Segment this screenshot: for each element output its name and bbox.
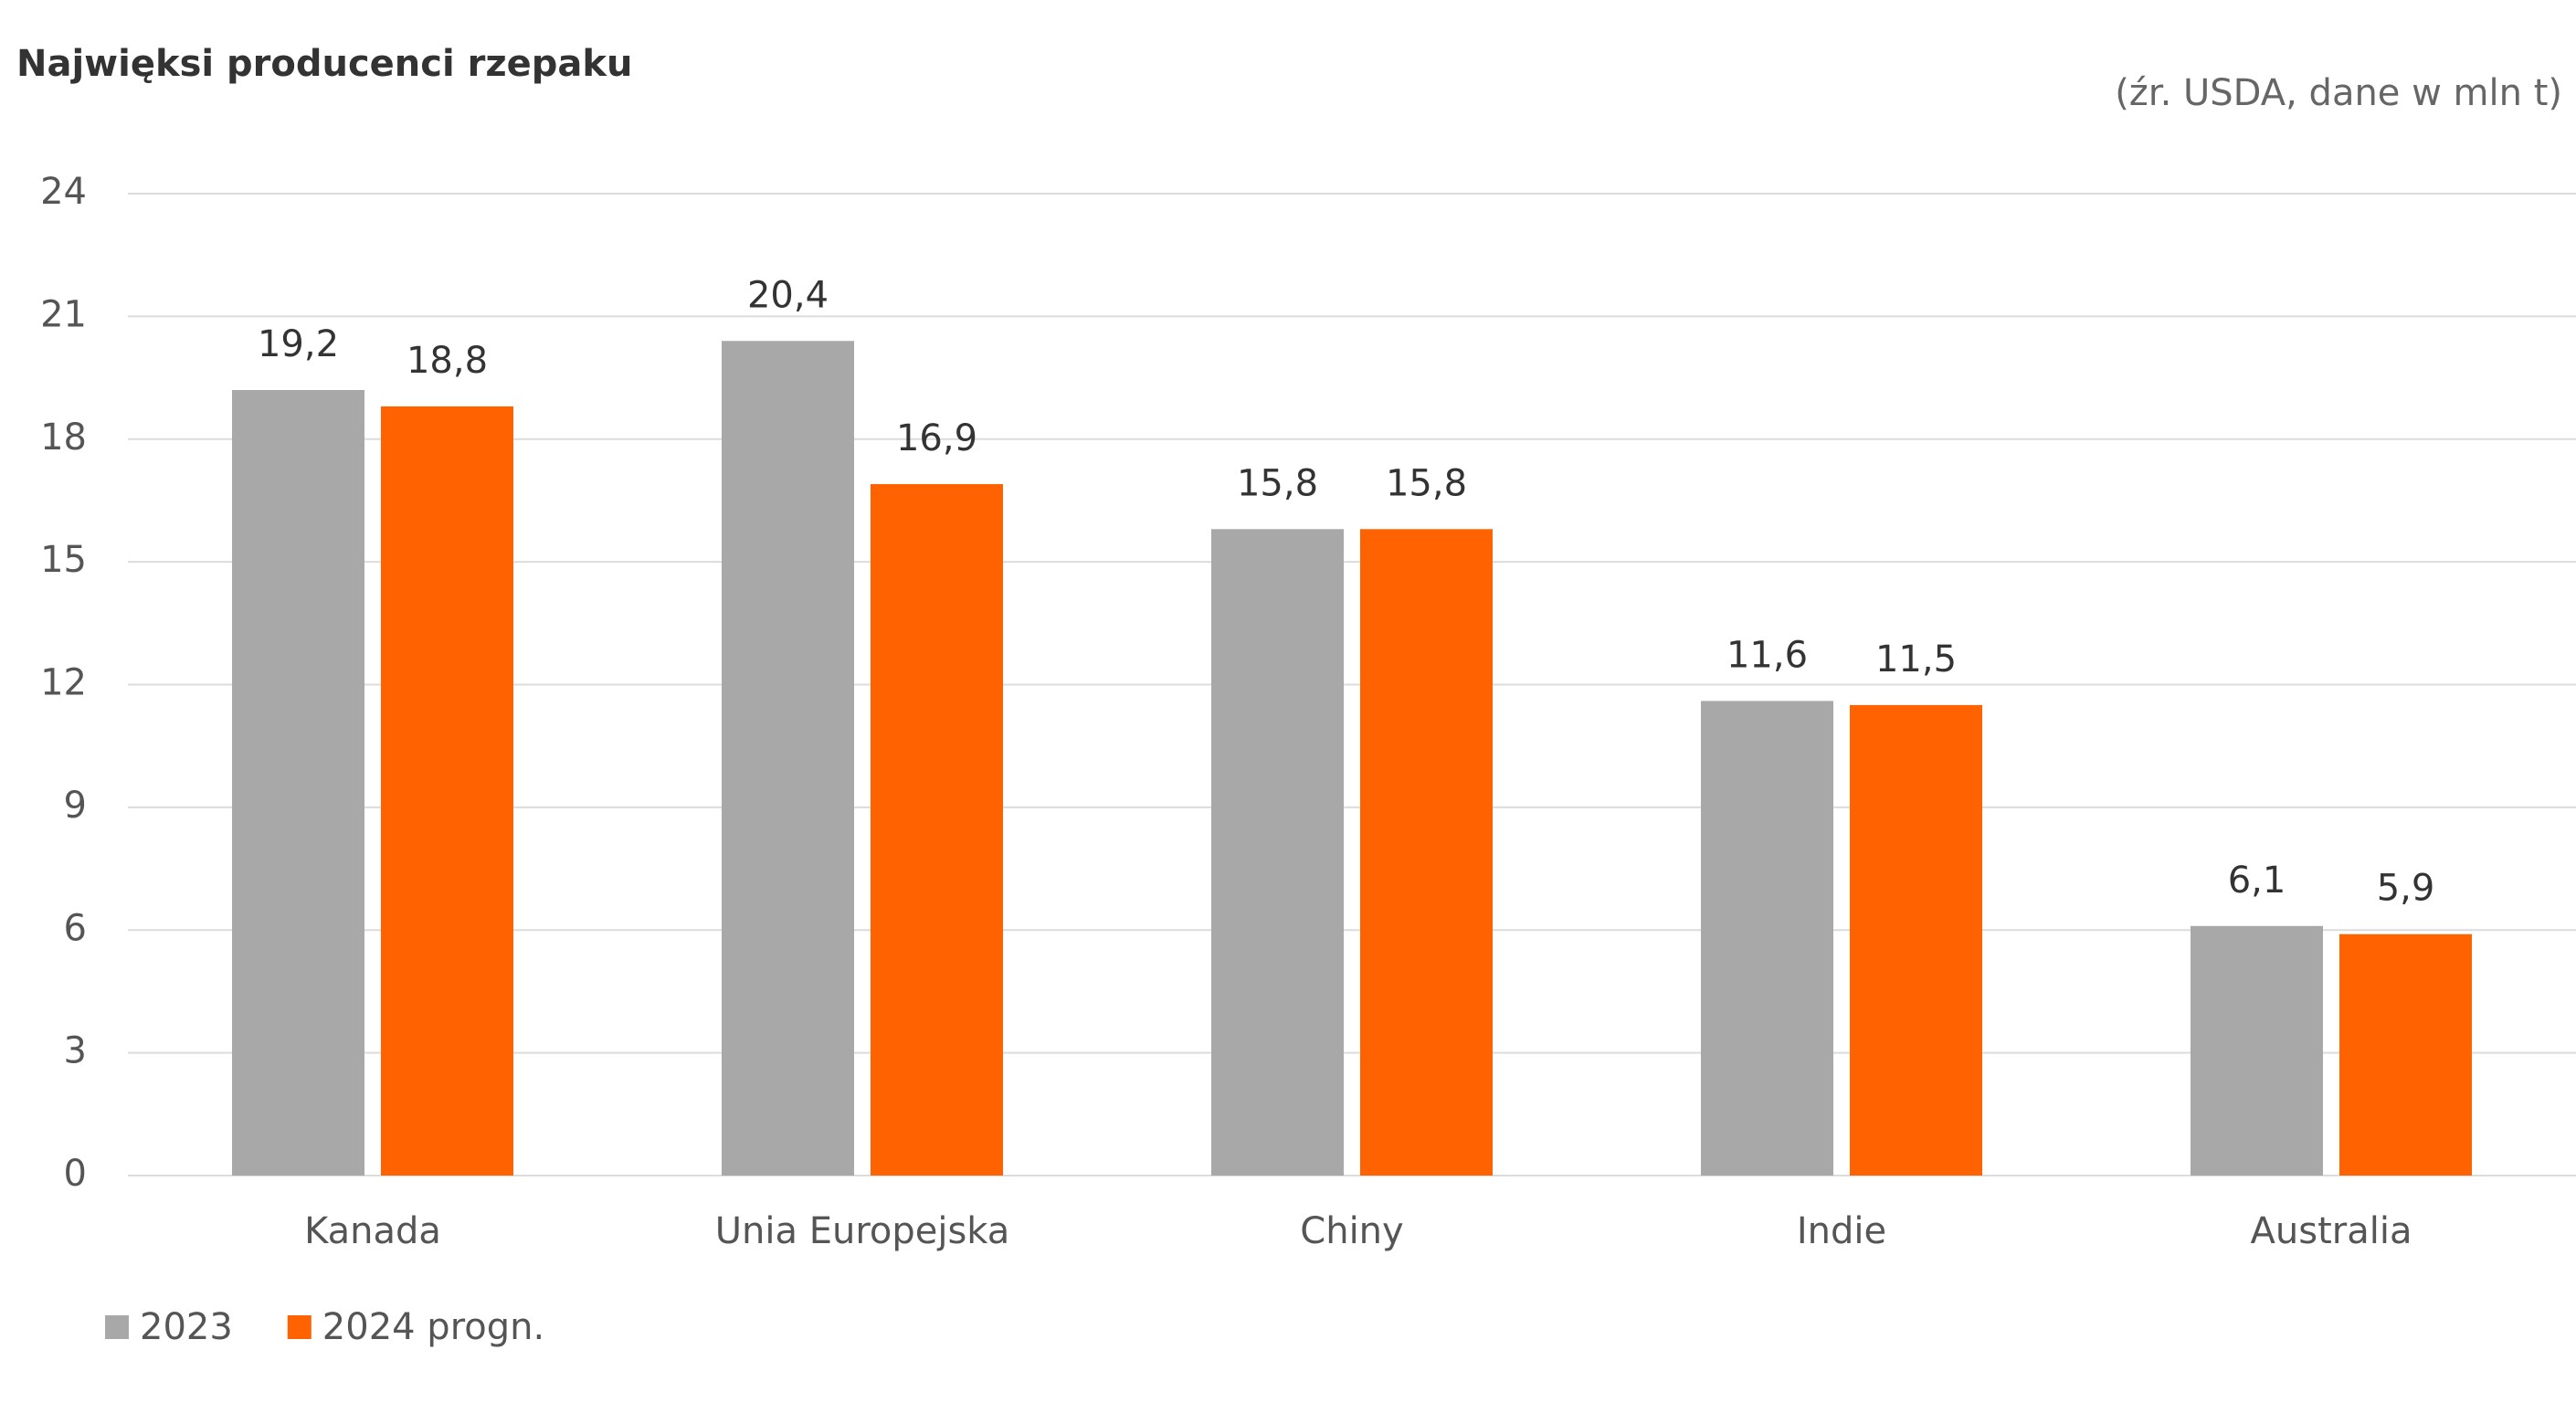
value-label: 19,2	[258, 323, 339, 365]
value-label: 11,5	[1875, 638, 1957, 680]
y-tick-label: 21	[40, 293, 87, 335]
legend-swatch	[105, 1315, 129, 1339]
y-tick-label: 24	[40, 171, 87, 213]
value-label: 18,8	[406, 340, 488, 382]
chart-title: Najwięksi producenci rzepaku	[16, 43, 632, 85]
x-tick-label: Kanada	[304, 1210, 441, 1252]
y-tick-label: 0	[64, 1153, 87, 1195]
bar	[1701, 701, 1833, 1176]
y-tick-label: 6	[64, 907, 87, 949]
legend-swatch	[287, 1315, 311, 1339]
value-label: 15,8	[1386, 462, 1467, 504]
bar	[2339, 934, 2472, 1176]
bar	[1360, 529, 1493, 1176]
x-tick-label: Unia Europejska	[715, 1210, 1010, 1252]
bar	[232, 390, 364, 1176]
value-label: 11,6	[1726, 634, 1808, 676]
y-tick-label: 15	[40, 539, 87, 581]
bar	[871, 484, 1003, 1176]
y-tick-label: 18	[40, 417, 87, 459]
chart-subtitle: (źr. USDA, dane w mln t)	[2115, 72, 2562, 114]
x-tick-label: Chiny	[1300, 1210, 1403, 1252]
value-label: 6,1	[2228, 860, 2286, 902]
y-tick-label: 3	[64, 1030, 87, 1072]
value-label: 15,8	[1237, 462, 1318, 504]
y-tick-label: 12	[40, 662, 87, 704]
legend-label: 2024 progn.	[322, 1306, 544, 1348]
y-tick-label: 9	[64, 785, 87, 827]
x-tick-label: Australia	[2251, 1210, 2412, 1252]
bar	[1850, 704, 1982, 1176]
bar	[381, 406, 513, 1176]
value-label: 20,4	[747, 274, 829, 316]
bar	[2191, 925, 2323, 1176]
bar	[1211, 529, 1344, 1176]
value-label: 5,9	[2377, 868, 2435, 910]
value-label: 16,9	[896, 417, 977, 459]
bar	[722, 341, 854, 1176]
legend-label: 2023	[140, 1306, 233, 1348]
x-tick-label: Indie	[1797, 1210, 1886, 1252]
